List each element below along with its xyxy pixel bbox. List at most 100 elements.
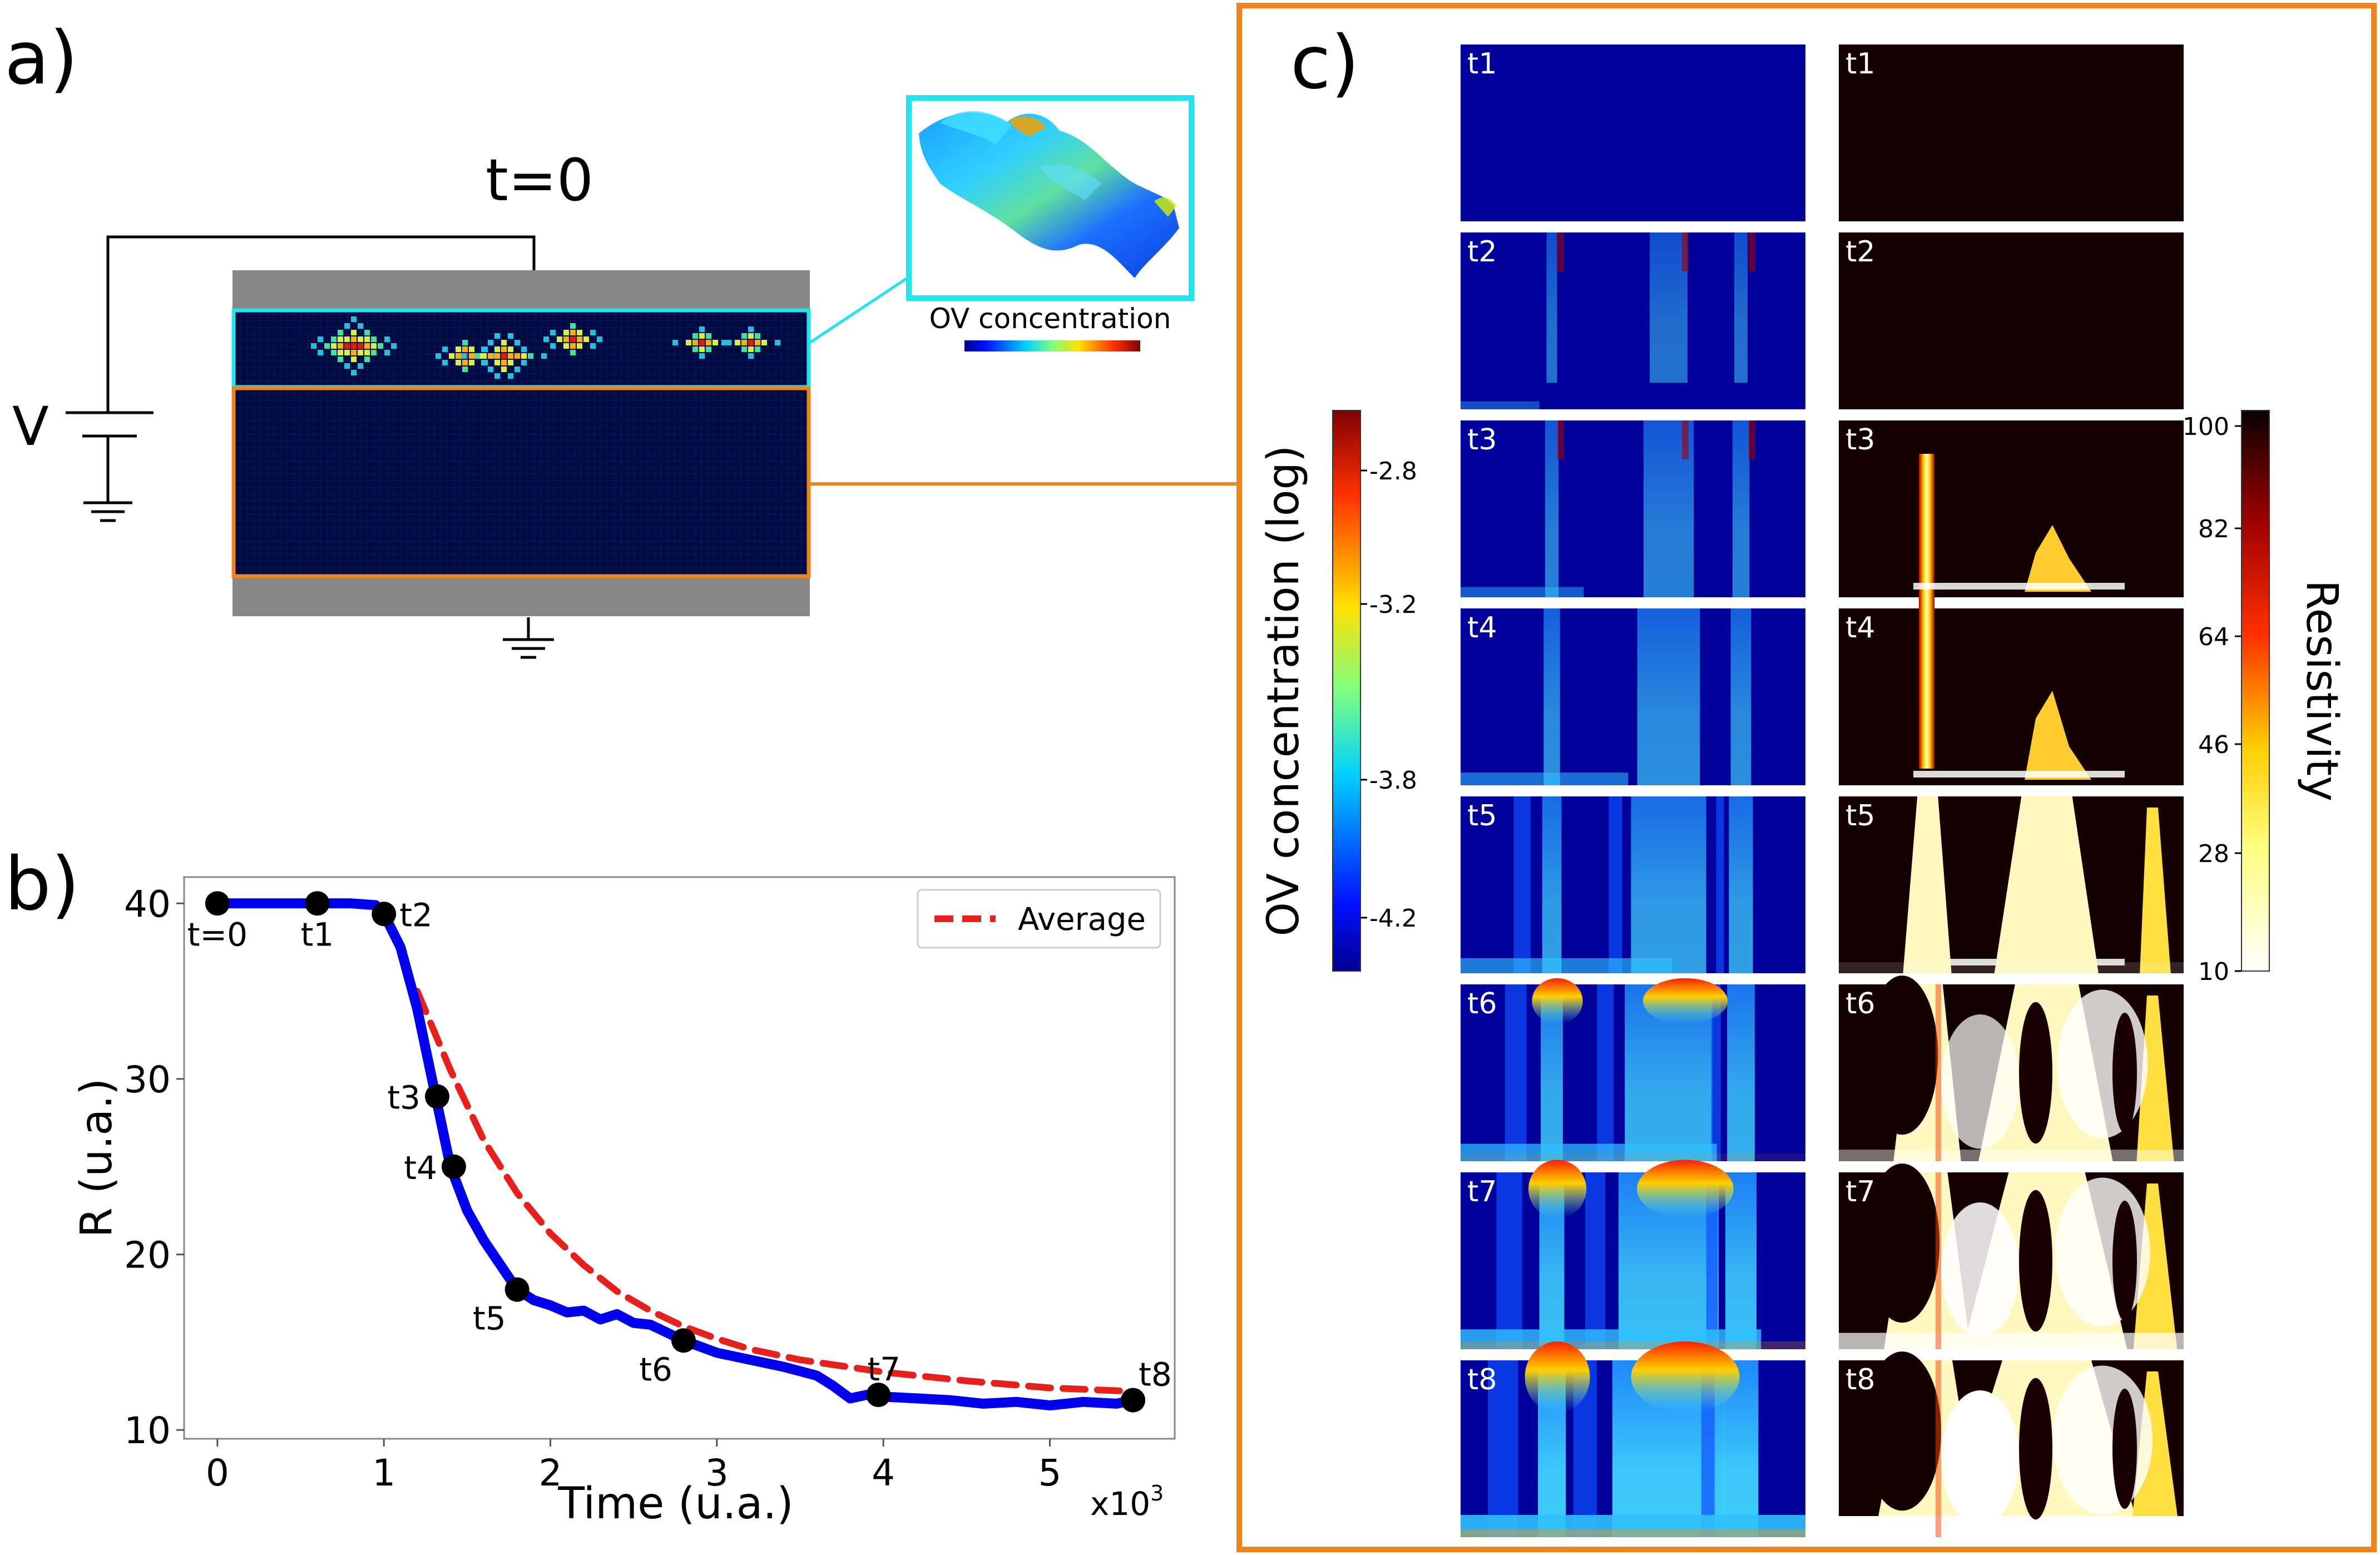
- ov-tile: t7: [1461, 1160, 1805, 1349]
- ov-pixel: [501, 353, 507, 359]
- ov-tile-label: t8: [1467, 1363, 1497, 1396]
- ov-pixel: [735, 340, 740, 345]
- ov-pixel: [351, 343, 357, 349]
- y-tick-label: 20: [124, 1234, 171, 1277]
- time-marker-label: t7: [867, 1350, 900, 1388]
- ov-pixel: [726, 340, 731, 345]
- ov-pixel: [514, 353, 520, 359]
- ov-pixel: [570, 336, 576, 342]
- ov-tile-label: t3: [1467, 423, 1497, 457]
- ov-pixel: [338, 356, 343, 362]
- ov-tile: t8: [1461, 1341, 1805, 1537]
- ov-pixel: [344, 343, 350, 349]
- ov-pixel: [692, 340, 698, 345]
- ov-pixel: [456, 360, 461, 365]
- ov-pixel: [338, 343, 343, 349]
- ov-colorbar-tick-label: -2.8: [1369, 457, 1417, 486]
- time-marker-label: t6: [639, 1350, 672, 1388]
- ov-pixel: [442, 346, 448, 352]
- ov-pixel: [324, 343, 330, 349]
- ov-pixel: [311, 343, 316, 349]
- ov-pixel: [748, 353, 754, 359]
- time-marker-label: t4: [404, 1149, 437, 1187]
- ov-pixel: [344, 323, 350, 329]
- ov-tile-label: t4: [1467, 611, 1497, 645]
- ov-pixel: [442, 360, 448, 365]
- ov-pixel: [469, 360, 474, 365]
- x-multiplier: x103: [1090, 1481, 1164, 1523]
- ov-pixel: [384, 336, 390, 342]
- time-marker: [372, 902, 397, 927]
- ground-icon: [83, 501, 132, 522]
- time-marker-label: t2: [399, 896, 433, 934]
- ov-pixel: [550, 343, 556, 349]
- resistivity-tiles: t1 t2 t3 t4 t5 t6 t7 t8: [1557, 44, 2184, 1537]
- time-marker-label: t8: [1139, 1356, 1172, 1394]
- inset-caption: OV concentration: [929, 303, 1171, 335]
- ov-pixel: [344, 336, 350, 342]
- ov-tile: t3: [1461, 420, 1805, 597]
- ov-pixel: [686, 340, 691, 345]
- resistivity-colorbar-tick-label: 46: [2198, 731, 2229, 759]
- ov-pixel: [741, 340, 747, 345]
- ov-pixel: [508, 360, 513, 365]
- ov-pixel: [706, 346, 711, 352]
- ov-pixel: [721, 340, 727, 345]
- ov-pixel: [462, 367, 468, 372]
- ov-pixel: [590, 330, 596, 335]
- ov-pixel: [514, 367, 520, 372]
- ov-colorbar-tick-label: -3.8: [1369, 766, 1417, 795]
- time-marker: [866, 1383, 891, 1408]
- ov-pixel: [508, 333, 513, 339]
- plot-frame: [183, 876, 1176, 1440]
- ov-pixel: [391, 343, 397, 349]
- voltage-label: V: [12, 395, 49, 458]
- resistivity-tile: t3: [1557, 420, 2184, 614]
- ov-pixel: [371, 350, 377, 355]
- resistivity-tile-label: t1: [1845, 47, 1875, 81]
- ov-pixel: [364, 330, 370, 335]
- ov-pixel: [699, 333, 705, 339]
- ov-pixel: [755, 333, 760, 339]
- panel-b-label: b): [4, 841, 80, 927]
- x-axis-label: Time (u.a.): [557, 1479, 793, 1529]
- ground-icon: [503, 638, 554, 659]
- ov-pixel: [570, 343, 576, 349]
- panel-b: b) 0 1 2 3 4 5 10 20 30 40 t=0 t1 t2 t3 t4 t5 t6 t7 t8 R …: [4, 841, 1176, 1529]
- ov-pixel: [469, 353, 474, 359]
- ov-pixel: [469, 346, 474, 352]
- ov-pixel: [351, 316, 357, 322]
- ov-pixel: [514, 340, 520, 345]
- ov-pixel: [494, 346, 500, 352]
- inset-colorbar: [964, 340, 1140, 351]
- resistivity-colorbar-tick-label: 10: [2198, 958, 2229, 986]
- circuit-wires: [66, 235, 536, 640]
- ov-colorbar-tick-label: -4.2: [1369, 904, 1417, 933]
- ov-pixel: [597, 336, 602, 342]
- ov-pixel: [706, 333, 711, 339]
- ov-pixel: [508, 346, 513, 352]
- top-electrode: [232, 270, 810, 310]
- resistivity-colorbar-label: Resistivity: [2297, 580, 2347, 801]
- ov-pixel: [590, 343, 596, 349]
- ov-tile: t1: [1461, 44, 1805, 221]
- ov-clusters: [311, 316, 780, 379]
- ov-pixel: [318, 336, 323, 342]
- ov-colorbar-tick-label: -3.2: [1369, 591, 1417, 619]
- ov-pixel: [570, 330, 576, 335]
- ov-pixel: [699, 326, 705, 332]
- ov-pixel: [488, 367, 493, 372]
- resistivity-tile-label: t2: [1845, 235, 1875, 269]
- ov-pixel: [462, 360, 468, 365]
- ov-pixel: [748, 346, 754, 352]
- resistivity-tile-label: t7: [1845, 1175, 1875, 1209]
- panel-a-label: a): [4, 16, 78, 101]
- ov-pixel: [501, 367, 507, 372]
- ov-pixel: [351, 330, 357, 335]
- ov-surface-plot: [919, 111, 1179, 278]
- ov-pixel: [488, 340, 493, 345]
- resistivity-tile-label: t8: [1845, 1363, 1875, 1396]
- ov-pixel: [755, 340, 760, 345]
- ov-pixel: [456, 353, 461, 359]
